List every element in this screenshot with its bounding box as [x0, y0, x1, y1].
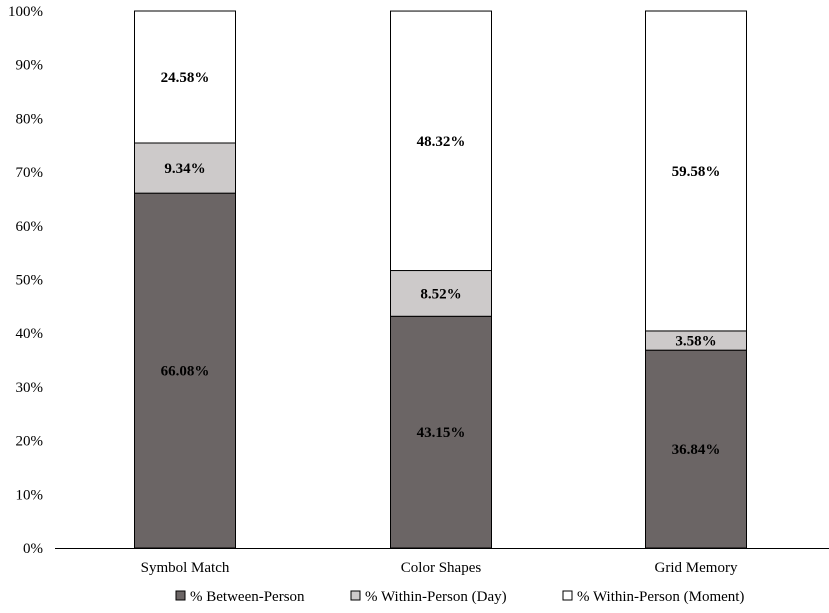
- y-tick-label: 0%: [23, 541, 43, 557]
- legend-swatch: [175, 590, 186, 601]
- legend-label: % Between-Person: [190, 589, 305, 605]
- data-label: 8.52%: [420, 286, 461, 302]
- data-label: 43.15%: [417, 425, 466, 441]
- data-label: 24.58%: [161, 70, 210, 86]
- x-tick-label: Symbol Match: [141, 560, 230, 576]
- data-labels: 66.08% 9.34% 24.58% 43.15% 8.52% 48.32% 36.84%…: [161, 70, 721, 458]
- data-label: 9.34%: [164, 161, 205, 177]
- bar-segment: [134, 10, 236, 144]
- y-tick-label: 10%: [16, 487, 44, 503]
- bar-segment: [134, 192, 236, 549]
- legend: % Between-Person % Within-Person (Day) % W…: [175, 589, 744, 605]
- legend-swatch: [562, 590, 573, 601]
- x-tick-label: Grid Memory: [655, 560, 738, 576]
- bars: [134, 10, 747, 549]
- x-tick-label: Color Shapes: [401, 560, 482, 576]
- bar-segment: [390, 10, 492, 272]
- data-label: 48.32%: [417, 134, 466, 150]
- y-tick-label: 90%: [16, 58, 44, 74]
- bar-segment: [134, 142, 236, 194]
- legend-swatch: [350, 590, 361, 601]
- y-tick-label: 80%: [16, 111, 44, 127]
- x-axis: Symbol Match Color Shapes Grid Memory: [55, 548, 829, 576]
- y-tick-label: 20%: [16, 434, 44, 450]
- legend-label: % Within-Person (Day): [365, 589, 507, 605]
- y-tick-label: 60%: [16, 219, 44, 235]
- y-axis: 0% 10% 20% 30% 40% 50% 60% 70% 80% 90% 100%: [8, 4, 43, 557]
- data-label: 59.58%: [672, 164, 721, 180]
- bar-segment: [645, 10, 747, 332]
- y-tick-label: 50%: [16, 273, 44, 289]
- data-label: 66.08%: [161, 364, 210, 380]
- data-label: 36.84%: [672, 442, 721, 458]
- y-tick-label: 70%: [16, 165, 44, 181]
- y-tick-label: 30%: [16, 380, 44, 396]
- y-tick-label: 100%: [8, 4, 43, 20]
- bar-segment: [390, 315, 492, 549]
- y-tick-label: 40%: [16, 326, 44, 342]
- bar-segment: [390, 270, 492, 317]
- legend-label: % Within-Person (Moment): [577, 589, 744, 605]
- data-label: 3.58%: [675, 334, 716, 350]
